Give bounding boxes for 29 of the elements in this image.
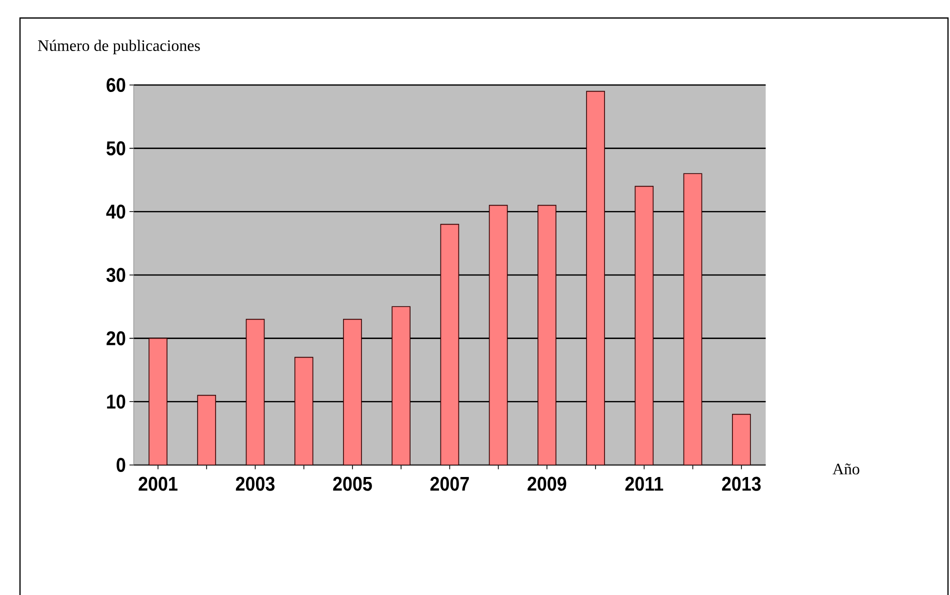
- x-tick-label: 2013: [722, 476, 761, 491]
- bar: [294, 356, 314, 465]
- bar: [634, 186, 654, 465]
- bar: [440, 224, 460, 465]
- y-tick-label: 60: [106, 78, 126, 92]
- y-tick-label: 50: [106, 141, 126, 156]
- bar: [488, 204, 508, 465]
- y-tick-label: 40: [106, 204, 126, 219]
- y-tick-label: 10: [107, 394, 126, 409]
- y-tick-label: 0: [116, 458, 126, 472]
- bar: [538, 204, 556, 465]
- x-tick-label: 2007: [430, 476, 469, 491]
- y-tick-label: 20: [106, 331, 126, 346]
- bar: [343, 318, 362, 465]
- bar: [732, 414, 751, 465]
- x-axis-title: Año: [832, 464, 860, 474]
- x-tick-label: 2001: [138, 476, 178, 491]
- y-axis-title: Número de publicaciones: [38, 40, 200, 54]
- x-tick-label: 2005: [333, 476, 372, 491]
- bar: [586, 90, 605, 465]
- y-tick-label: 30: [106, 268, 126, 282]
- x-tick-label: 2009: [528, 476, 566, 491]
- x-tick-label: 2003: [236, 476, 275, 491]
- bar: [197, 394, 216, 465]
- bar: [148, 338, 168, 465]
- bar: [392, 306, 410, 465]
- x-tick-label: 2011: [625, 476, 664, 491]
- bar: [683, 173, 702, 465]
- bar: [246, 318, 265, 465]
